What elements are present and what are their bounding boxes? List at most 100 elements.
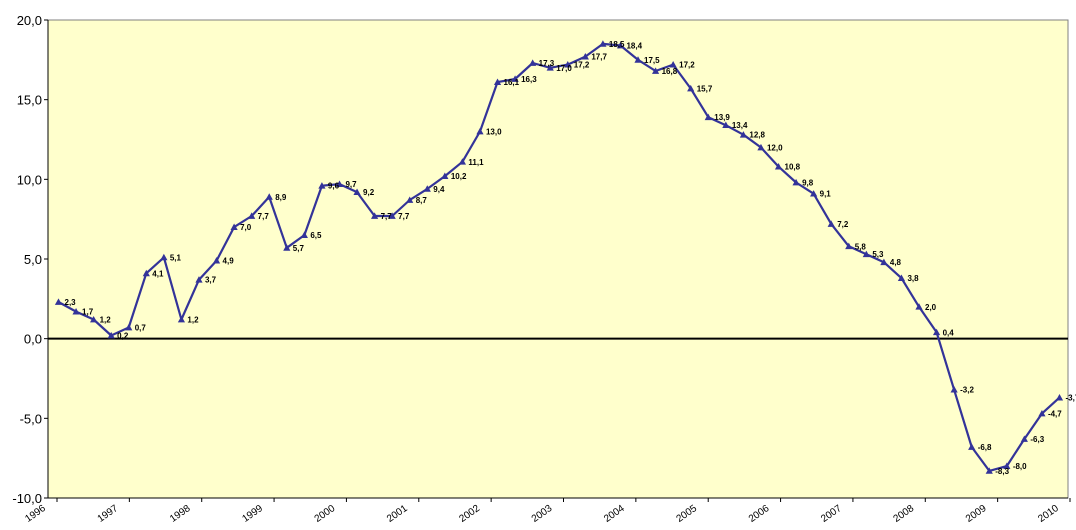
data-point — [248, 212, 256, 219]
data-label: 3,8 — [907, 274, 919, 283]
data-label: 10,8 — [785, 163, 801, 172]
data-point — [880, 258, 888, 266]
data-point — [371, 212, 379, 219]
data-label: -6,3 — [1030, 435, 1044, 444]
data-label: 3,7 — [205, 276, 217, 285]
data-point — [1020, 435, 1028, 442]
data-point — [142, 269, 150, 277]
y-tick-label: -10,0 — [12, 491, 42, 506]
data-point — [54, 298, 63, 305]
data-label: 9,4 — [433, 185, 445, 194]
data-point — [458, 158, 467, 165]
data-label: 17,7 — [591, 53, 607, 62]
data-label: 5,3 — [872, 250, 884, 259]
x-tick-label: 1999 — [240, 503, 265, 525]
data-label: 13,0 — [486, 128, 502, 137]
data-label: 1,2 — [187, 316, 199, 325]
data-label: 18,5 — [609, 40, 625, 49]
data-point — [985, 467, 993, 474]
x-tick-label: 1997 — [96, 503, 121, 525]
data-point — [669, 61, 677, 68]
data-point — [318, 182, 326, 189]
data-label: 2,3 — [65, 298, 77, 307]
data-point — [72, 307, 80, 315]
data-label: 7,0 — [240, 223, 252, 232]
data-point — [897, 274, 906, 281]
data-label: 16,8 — [662, 67, 678, 76]
data-label: 17,2 — [574, 61, 590, 70]
data-point — [546, 64, 554, 71]
data-label: -4,7 — [1048, 410, 1062, 419]
data-point — [529, 59, 537, 66]
data-label: 10,2 — [451, 172, 467, 181]
data-label: 0,2 — [117, 331, 129, 340]
data-label: 2,0 — [925, 303, 937, 312]
data-point — [177, 315, 186, 323]
data-label: 17,2 — [679, 61, 695, 70]
data-point — [932, 328, 941, 336]
data-label: 0,4 — [943, 328, 955, 337]
data-point — [915, 303, 923, 310]
data-label: 11,1 — [468, 158, 484, 167]
data-point — [792, 178, 800, 186]
data-point — [704, 113, 712, 121]
data-point — [160, 253, 168, 261]
data-point — [845, 242, 853, 250]
data-label: -8,3 — [995, 467, 1009, 476]
series-line — [57, 42, 1061, 472]
data-point — [406, 196, 414, 203]
data-label: 8,9 — [275, 193, 287, 202]
data-label: -8,0 — [1013, 462, 1027, 471]
y-axis: 20,0 15,0 10,0 5,0 0,0 -5,0 -10,0 — [12, 13, 49, 506]
data-point — [581, 53, 589, 60]
x-tick-label: 2003 — [530, 503, 555, 525]
data-point — [757, 143, 765, 151]
data-label: 7,7 — [398, 212, 410, 221]
x-axis: 1996 1997 1998 1999 2000 2001 2002 2003 2004 2005… — [23, 497, 1071, 525]
x-tick-label: 2007 — [819, 503, 844, 525]
data-label: 15,7 — [697, 85, 713, 94]
y-tick-label: 15,0 — [17, 93, 42, 108]
x-tick-label: 1998 — [168, 503, 193, 525]
data-label: 1,7 — [82, 308, 94, 317]
data-point — [599, 40, 607, 47]
x-tick-label: 2005 — [675, 503, 700, 525]
data-label: 9,2 — [363, 188, 375, 197]
data-point — [1038, 409, 1046, 417]
data-label: 4,8 — [890, 258, 902, 267]
data-point — [90, 315, 98, 323]
data-point — [335, 180, 344, 187]
data-point — [353, 188, 361, 195]
x-tick-label: 2008 — [892, 503, 917, 525]
y-tick-label: 20,0 — [17, 13, 42, 28]
data-label: 17,5 — [644, 56, 660, 65]
data-point — [195, 276, 203, 283]
data-label: 16,3 — [521, 75, 537, 84]
data-point — [265, 193, 273, 200]
data-point — [651, 67, 660, 74]
data-label: 9,6 — [328, 182, 340, 191]
data-point — [950, 386, 958, 393]
data-point — [125, 323, 133, 331]
data-label: 4,1 — [152, 269, 164, 278]
data-label: 9,7 — [345, 180, 357, 189]
plot-area — [47, 19, 1069, 499]
data-point — [810, 190, 818, 197]
x-tick-label: 1996 — [23, 503, 48, 525]
data-point — [300, 231, 308, 238]
data-point — [827, 220, 835, 227]
data-label: -6,8 — [978, 443, 992, 452]
data-point — [230, 223, 238, 231]
data-point — [739, 131, 747, 138]
data-label: 5,8 — [855, 242, 867, 251]
data-point — [616, 41, 625, 49]
data-point — [107, 331, 115, 339]
data-label: 0,7 — [135, 324, 147, 333]
x-tick-label: 2004 — [602, 503, 627, 525]
data-label: 5,1 — [170, 253, 182, 262]
data-point — [493, 78, 502, 86]
data-point — [1055, 394, 1064, 401]
data-point — [1003, 462, 1011, 470]
data-point — [212, 256, 221, 264]
data-markers — [54, 40, 1064, 474]
